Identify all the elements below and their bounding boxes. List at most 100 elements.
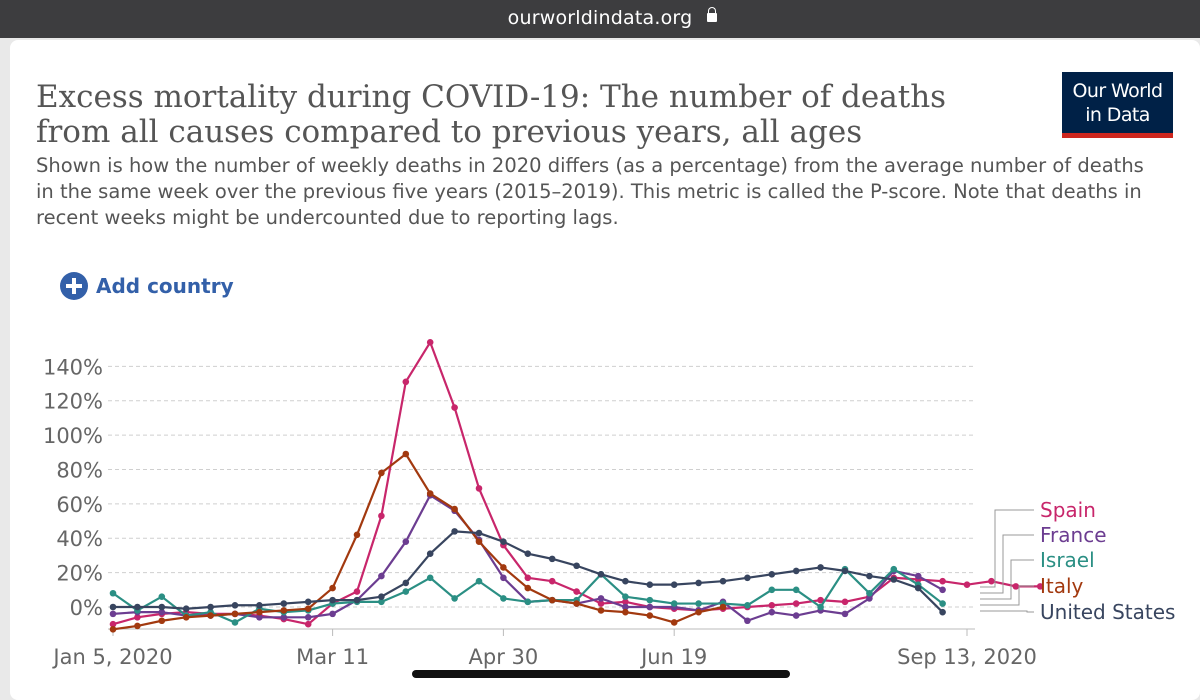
data-point: [256, 614, 263, 621]
data-point: [353, 596, 361, 604]
data-point: [280, 607, 288, 614]
legend-connector: [980, 534, 1034, 594]
plus-circle-icon: [60, 272, 88, 300]
data-point: [548, 577, 556, 585]
home-indicator: [412, 670, 790, 678]
data-point: [768, 571, 776, 578]
data-point: [256, 601, 263, 609]
data-point: [353, 588, 361, 595]
url-text[interactable]: ourworldindata.org: [507, 7, 693, 29]
data-point: [744, 574, 751, 582]
data-point: [353, 531, 361, 539]
data-point: [475, 577, 483, 585]
data-point: [573, 562, 580, 570]
owid-logo[interactable]: Our World in Data: [1062, 72, 1173, 138]
data-point: [939, 608, 946, 616]
data-point: [378, 469, 385, 477]
add-country-button[interactable]: Add country: [60, 270, 234, 302]
data-point: [524, 550, 532, 558]
series-italy: [109, 450, 727, 633]
data-point: [646, 612, 654, 619]
data-point: [792, 600, 800, 607]
data-point: [329, 584, 336, 592]
legend-connector: [980, 559, 1034, 600]
data-point: [744, 601, 751, 609]
data-point: [670, 600, 678, 607]
data-point: [548, 596, 556, 604]
data-point: [280, 600, 288, 607]
x-tick-label: Mar 11: [296, 645, 369, 669]
data-point: [207, 612, 214, 619]
data-point: [573, 600, 580, 607]
data-point: [378, 598, 385, 606]
data-point: [768, 601, 776, 609]
data-point: [426, 490, 434, 497]
data-point: [646, 581, 654, 588]
data-point: [378, 512, 385, 520]
legend-connector: [980, 610, 1034, 613]
data-point: [866, 572, 873, 580]
data-point: [914, 584, 922, 592]
data-point: [426, 574, 434, 582]
data-point: [524, 584, 532, 592]
data-point: [622, 577, 629, 585]
data-point: [768, 586, 776, 594]
data-point: [402, 588, 410, 595]
y-tick-label: 0%: [70, 596, 103, 620]
data-point: [768, 608, 776, 616]
data-point: [451, 528, 458, 535]
data-point: [329, 610, 336, 618]
data-point: [524, 574, 532, 582]
data-point: [402, 378, 410, 386]
data-point: [866, 595, 873, 602]
data-point: [817, 564, 824, 571]
data-point: [988, 577, 995, 585]
chart-title: Excess mortality during COVID-19: The nu…: [36, 79, 947, 150]
data-point: [670, 581, 678, 588]
data-point: [378, 572, 385, 580]
data-point: [231, 601, 239, 609]
data-point: [329, 596, 336, 604]
data-point: [378, 593, 385, 600]
data-point: [231, 619, 239, 626]
data-point: [817, 596, 824, 604]
data-point: [158, 603, 166, 611]
browser-address-bar[interactable]: ourworldindata.org: [0, 0, 1200, 38]
data-point: [695, 600, 702, 607]
data-point: [109, 603, 117, 611]
data-point: [1012, 583, 1020, 590]
y-tick-label: 100%: [43, 424, 103, 448]
data-point: [402, 538, 410, 545]
legend-label: Israel: [1040, 548, 1095, 572]
data-point: [939, 600, 946, 607]
data-point: [500, 538, 507, 545]
data-point: [451, 404, 458, 411]
data-point: [841, 610, 849, 618]
series-united-states: [109, 528, 946, 616]
x-tick-label: Sep 13, 2020: [897, 645, 1037, 669]
data-point: [695, 608, 702, 616]
legend-label: Italy: [1040, 574, 1084, 598]
lock-icon: [707, 7, 717, 22]
data-point: [597, 571, 605, 578]
data-point: [890, 565, 898, 573]
data-point: [817, 603, 824, 611]
y-tick-label: 40%: [56, 527, 103, 551]
data-point: [475, 529, 483, 537]
data-point: [597, 600, 605, 607]
data-point: [158, 593, 166, 600]
data-point: [402, 450, 410, 458]
data-point: [402, 579, 410, 587]
series-spain: [109, 338, 1044, 628]
data-point: [963, 581, 971, 588]
data-point: [622, 608, 629, 616]
data-point: [426, 338, 434, 346]
data-point: [573, 588, 580, 595]
data-point: [719, 603, 727, 611]
y-tick-label: 80%: [56, 458, 103, 482]
logo-red-bar: [1062, 133, 1173, 138]
data-point: [622, 593, 629, 600]
data-point: [109, 620, 117, 628]
add-country-label: Add country: [96, 274, 234, 298]
data-point: [475, 538, 483, 545]
